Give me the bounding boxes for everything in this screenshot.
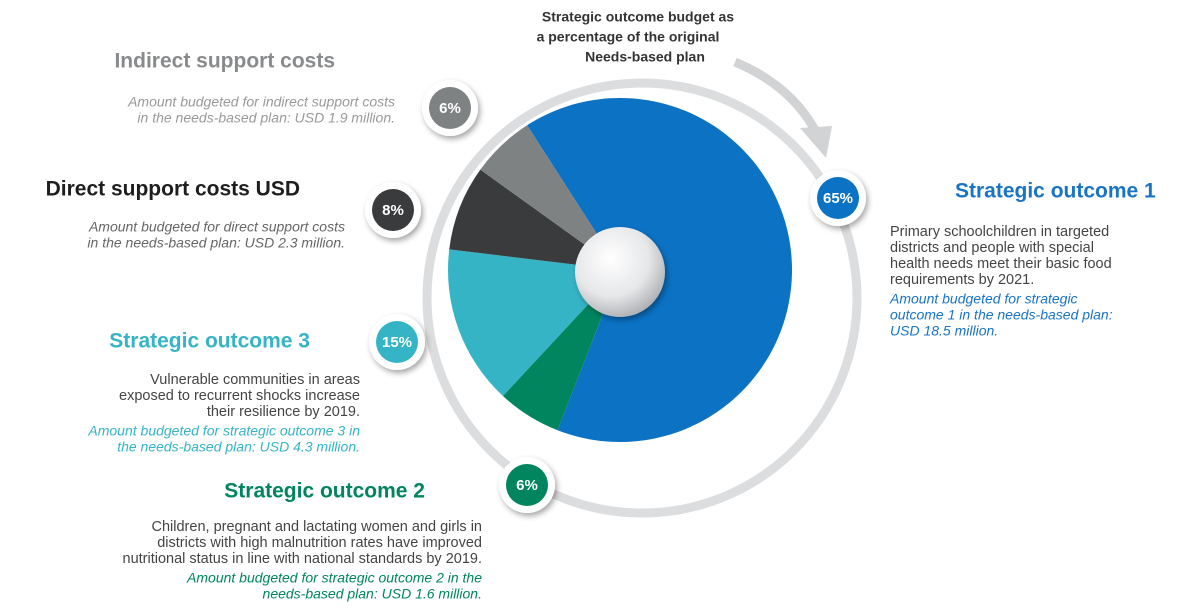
description-line: Primary schoolchildren in targeted [890, 224, 1109, 240]
pie-slice [447, 249, 620, 396]
percent-label: 8% [382, 202, 404, 219]
title-line: Strategic outcome budget as [542, 9, 734, 25]
title-line: a percentage of the original [537, 29, 720, 45]
bubble-fill [376, 321, 418, 363]
segment-heading: Strategic outcome 1 [955, 180, 1156, 203]
description-line: Children, pregnant and lactating women a… [152, 519, 482, 535]
description-line: requirements by 2021. [890, 272, 1034, 288]
segment-heading: Indirect support costs [114, 50, 335, 73]
bubble-fill [506, 464, 548, 506]
description-line: Vulnerable communities in areas [150, 372, 360, 388]
percent-label: 6% [516, 477, 538, 494]
percent-bubbles: 65% 6% 15% 8% 6% [365, 80, 866, 513]
arrow-head [800, 126, 832, 158]
segment-heading: Strategic outcome 3 [109, 330, 310, 353]
bubble: 6% [422, 80, 478, 136]
chart-title: Strategic outcome budget as a percentage … [537, 9, 735, 65]
pie-slice [449, 169, 620, 270]
bubble-fill [372, 189, 414, 231]
segment-heading: Direct support costs USD [46, 178, 300, 201]
outer-ring [422, 78, 862, 518]
amount-line: the needs-based plan: USD 4.3 million. [117, 439, 360, 455]
amount-line: in the needs-based plan: USD 2.3 million… [87, 235, 345, 251]
bubble: 15% [369, 314, 425, 370]
amount-line: in the needs-based plan: USD 1.9 million… [137, 110, 395, 126]
amount-line: Amount budgeted for strategic [889, 291, 1078, 307]
percent-label: 15% [382, 334, 412, 351]
bubble: 6% [499, 457, 555, 513]
amount-line: Amount budgeted for strategic outcome 3 … [87, 423, 360, 439]
amount-line: Amount budgeted for strategic outcome 2 … [186, 570, 482, 586]
segment-heading: Strategic outcome 2 [224, 480, 425, 503]
bubble: 8% [365, 182, 421, 238]
bubble-fill [817, 177, 859, 219]
description-line: districts and people with special [890, 240, 1094, 256]
description-line: their resilience by 2019. [207, 404, 360, 420]
bubble: 65% [810, 170, 866, 226]
description-line: districts with high malnutrition rates h… [157, 535, 482, 551]
pie-slice [502, 270, 620, 431]
title-line: Needs-based plan [585, 49, 705, 65]
segment-texts: Strategic outcome 1 Primary schoolchildre… [46, 50, 1156, 602]
center-sphere [575, 227, 665, 317]
amount-line: Amount budgeted for indirect support cos… [127, 94, 395, 110]
bubble-fill [429, 87, 471, 129]
amount-line: outcome 1 in the needs-based plan: [890, 307, 1113, 323]
description-line: health needs meet their basic food [890, 256, 1112, 272]
pie [447, 97, 792, 443]
pie-slice [480, 125, 620, 270]
arrow-arc [733, 57, 819, 133]
amount-line: USD 18.5 million. [890, 323, 998, 339]
percent-label: 6% [439, 100, 461, 117]
percent-label: 65% [823, 190, 853, 207]
description-line: exposed to recurrent shocks increase [119, 388, 360, 404]
description-line: nutritional status in line with national… [123, 551, 483, 567]
amount-line: needs-based plan: USD 1.6 million. [263, 586, 482, 602]
amount-line: Amount budgeted for direct support costs [88, 219, 345, 235]
